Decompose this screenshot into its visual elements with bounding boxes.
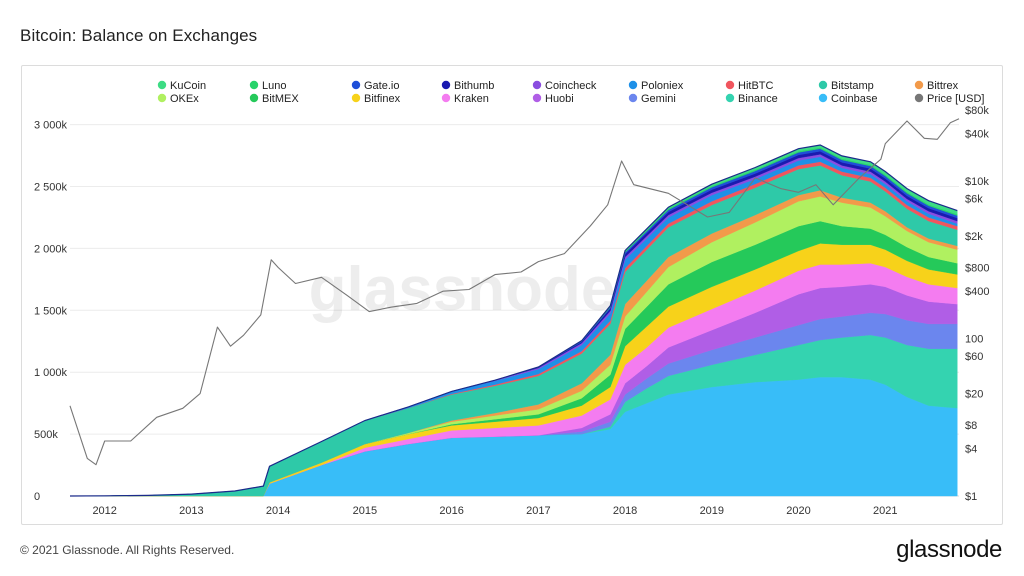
y-axis-right: $1 $4 $8 $20 $60 100 $400 $800 $2k $6k $10k $40k $80… — [965, 105, 989, 503]
copyright-footer: © 2021 Glassnode. All Rights Reserved. — [20, 543, 235, 557]
x-tick-label: 2013 — [179, 505, 203, 517]
y-axis-left: 0 500k 1 000k 1 500k 2 000k 2 500k 3 000k — [34, 120, 68, 503]
legend-swatch-icon — [914, 93, 924, 103]
legend-label: OKEx — [170, 93, 199, 105]
price-line — [69, 118, 960, 466]
legend-swatch-icon — [532, 80, 542, 90]
x-tick-label: 2020 — [786, 505, 810, 517]
legend-label: Bitstamp — [831, 80, 874, 92]
y-left-tick-label: 500k — [34, 429, 58, 441]
y-left-tick-label: 2 000k — [34, 243, 68, 255]
legend-label: Bittrex — [927, 80, 959, 92]
y-left-tick-label: 1 000k — [34, 367, 68, 379]
legend-swatch-icon — [818, 93, 828, 103]
y-right-tick-label: $60 — [965, 351, 983, 363]
x-tick-label: 2018 — [613, 505, 637, 517]
legend-label: Price [USD] — [927, 93, 984, 105]
y-left-tick-label: 2 500k — [34, 181, 68, 193]
page-title: Bitcoin: Balance on Exchanges — [20, 26, 258, 45]
legend-label: KuCoin — [170, 80, 206, 92]
y-right-tick-label: $8 — [965, 420, 977, 432]
legend-swatch-icon — [914, 80, 924, 90]
y-right-tick-label: 100 — [965, 334, 983, 346]
legend-swatch-icon — [628, 93, 638, 103]
y-right-tick-label: $800 — [965, 262, 989, 274]
y-right-tick-label: $4 — [965, 444, 977, 456]
legend-swatch-icon — [725, 93, 735, 103]
legend-label: Coinbase — [831, 93, 877, 105]
legend-label: BitMEX — [262, 93, 299, 105]
x-tick-label: 2015 — [353, 505, 377, 517]
legend-swatch-icon — [157, 93, 167, 103]
legend-swatch-icon — [441, 80, 451, 90]
legend-label: Kraken — [454, 93, 489, 105]
y-right-tick-label: $6k — [965, 194, 983, 206]
x-tick-label: 2017 — [526, 505, 550, 517]
legend-swatch-icon — [818, 80, 828, 90]
y-right-tick-label: $10k — [965, 176, 989, 188]
legend-label: HitBTC — [738, 80, 774, 92]
price-line-group — [69, 118, 960, 466]
y-right-tick-label: $2k — [965, 231, 983, 243]
x-tick-label: 2014 — [266, 505, 290, 517]
legend-label: Huobi — [545, 93, 574, 105]
x-tick-label: 2016 — [439, 505, 463, 517]
legend-label: Bithumb — [454, 80, 494, 92]
legend: KuCoin Luno Gate.io Bithumb Coincheck Polonie… — [157, 80, 984, 105]
total-outline — [69, 144, 958, 497]
legend-label: Binance — [738, 93, 778, 105]
legend-label: Poloniex — [641, 80, 684, 92]
legend-swatch-icon — [725, 80, 735, 90]
y-right-tick-label: $1 — [965, 491, 977, 503]
y-left-tick-label: 0 — [34, 491, 40, 503]
legend-swatch-icon — [249, 80, 259, 90]
legend-swatch-icon — [351, 93, 361, 103]
legend-swatch-icon — [441, 93, 451, 103]
x-tick-label: 2012 — [92, 505, 116, 517]
legend-label: Luno — [262, 80, 286, 92]
chart-panel: glassnode 0 500k 1 000k 1 500k 2 000k 2 500k 3… — [21, 65, 1003, 525]
brand-logo[interactable]: glassnode — [896, 536, 1002, 563]
y-right-tick-label: $20 — [965, 389, 983, 401]
x-tick-label: 2021 — [873, 505, 897, 517]
legend-swatch-icon — [249, 93, 259, 103]
legend-swatch-icon — [628, 80, 638, 90]
legend-swatch-icon — [157, 80, 167, 90]
stacked-areas — [69, 144, 958, 497]
legend-label: Coincheck — [545, 80, 597, 92]
legend-label: Bitfinex — [364, 93, 401, 105]
legend-label: Gemini — [641, 93, 676, 105]
y-right-tick-label: $40k — [965, 129, 989, 141]
y-right-tick-label: $80k — [965, 105, 989, 117]
legend-swatch-icon — [532, 93, 542, 103]
y-left-tick-label: 3 000k — [34, 120, 68, 132]
legend-label: Gate.io — [364, 80, 399, 92]
x-tick-label: 2019 — [700, 505, 724, 517]
y-left-tick-label: 1 500k — [34, 305, 68, 317]
x-axis: 2012 2013 2014 2015 2016 2017 2018 2019 2020 2021 — [92, 505, 897, 517]
legend-swatch-icon — [351, 80, 361, 90]
y-right-tick-label: $400 — [965, 286, 989, 298]
